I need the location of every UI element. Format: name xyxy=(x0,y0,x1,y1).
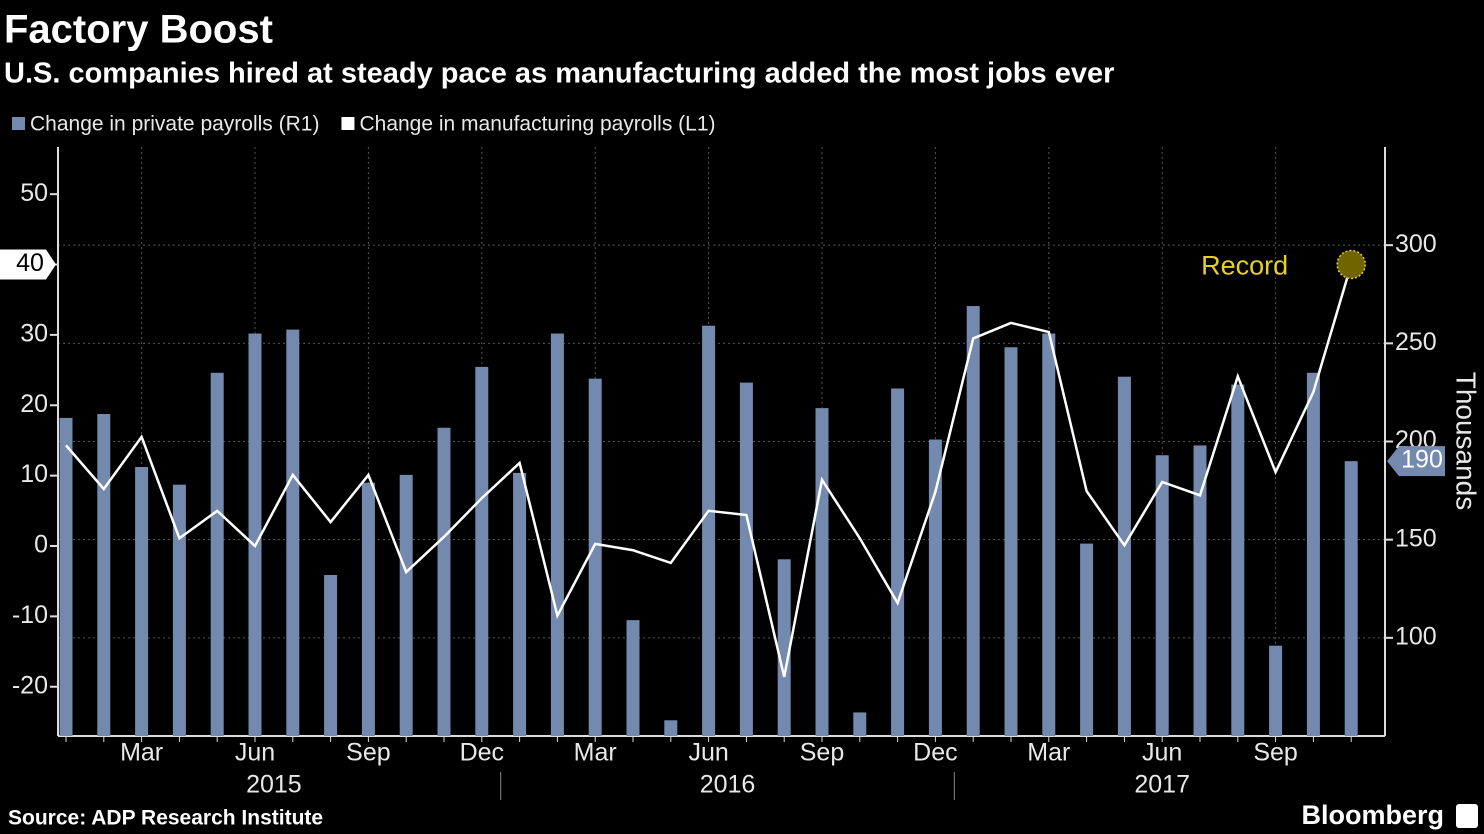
last-value-box xyxy=(1387,446,1445,477)
x-tick-label: Sep xyxy=(800,739,844,767)
x-tick-label: Jun xyxy=(1142,739,1182,767)
bar xyxy=(815,408,829,736)
brand: Bloomberg xyxy=(1301,800,1444,830)
bar xyxy=(1117,376,1131,736)
x-tick-label: Sep xyxy=(1253,739,1297,767)
bar xyxy=(248,333,262,736)
bar xyxy=(399,474,413,736)
y-tick-label: 50 xyxy=(20,179,48,207)
bar xyxy=(97,414,111,736)
bar xyxy=(550,333,564,736)
bar xyxy=(702,325,716,736)
x-tick-label: Mar xyxy=(574,739,617,767)
y2-tick-label: 300 xyxy=(1395,230,1437,258)
bar xyxy=(853,712,867,736)
year-label: 2017 xyxy=(1134,771,1190,799)
chart-subtitle: U.S. companies hired at steady pace as m… xyxy=(4,58,1114,90)
last-value-label: 40 xyxy=(16,249,44,277)
bar xyxy=(172,484,186,736)
bar xyxy=(928,439,942,736)
y-tick-label: 30 xyxy=(20,319,48,347)
y-tick-label: 10 xyxy=(20,460,48,488)
chart-title: Factory Boost xyxy=(4,8,273,52)
brand-icon xyxy=(1456,804,1478,828)
bar xyxy=(135,467,149,736)
y2-axis-label: Thousands xyxy=(1451,372,1482,511)
bar xyxy=(1231,384,1245,736)
bar xyxy=(210,372,224,736)
bar xyxy=(513,472,527,736)
y-tick-label: -10 xyxy=(12,601,48,629)
bar xyxy=(777,559,791,736)
bar xyxy=(1269,645,1283,736)
y2-tick-label: 250 xyxy=(1395,328,1437,356)
bar xyxy=(626,620,640,736)
legend-label: Change in private payrolls (R1) xyxy=(30,113,319,136)
line xyxy=(65,264,1353,678)
bar xyxy=(1155,455,1169,736)
y-tick-label: 0 xyxy=(34,531,48,559)
bar xyxy=(324,575,338,736)
y-tick-label: 20 xyxy=(20,390,48,418)
last-value-label: 190 xyxy=(1401,446,1443,474)
x-tick-label: Jun xyxy=(688,739,728,767)
x-tick-label: Jun xyxy=(235,739,275,767)
annotation-marker xyxy=(1336,249,1366,280)
source: Source: ADP Research Institute xyxy=(8,807,323,830)
bar xyxy=(1042,333,1056,736)
y-tick-label: -20 xyxy=(12,671,48,699)
bar xyxy=(891,388,905,736)
year-label: 2015 xyxy=(246,771,302,799)
bar xyxy=(286,329,300,736)
legend-swatch xyxy=(12,117,25,130)
bar xyxy=(1004,347,1018,736)
bar xyxy=(1306,372,1320,736)
y2-tick-label: 150 xyxy=(1395,524,1437,552)
annotation: Record xyxy=(1201,251,1288,281)
x-tick-label: Dec xyxy=(460,739,504,767)
last-value-box xyxy=(0,249,56,280)
x-tick-label: Dec xyxy=(913,739,957,767)
legend-label: Change in manufacturing payrolls (L1) xyxy=(359,113,715,136)
year-label: 2016 xyxy=(700,771,756,799)
x-tick-label: Mar xyxy=(120,739,163,767)
bar xyxy=(1344,461,1358,736)
bar xyxy=(59,417,73,736)
bar xyxy=(475,366,489,736)
bar xyxy=(588,378,602,736)
bar xyxy=(437,427,451,736)
x-tick-label: Mar xyxy=(1027,739,1070,767)
bar xyxy=(1193,445,1207,736)
bar xyxy=(966,306,980,736)
bar xyxy=(1080,543,1094,736)
y2-tick-label: 100 xyxy=(1395,622,1437,650)
legend-swatch xyxy=(341,117,355,130)
bar xyxy=(739,382,753,736)
x-tick-label: Sep xyxy=(346,739,390,767)
bar xyxy=(664,720,678,736)
bar xyxy=(361,482,375,736)
